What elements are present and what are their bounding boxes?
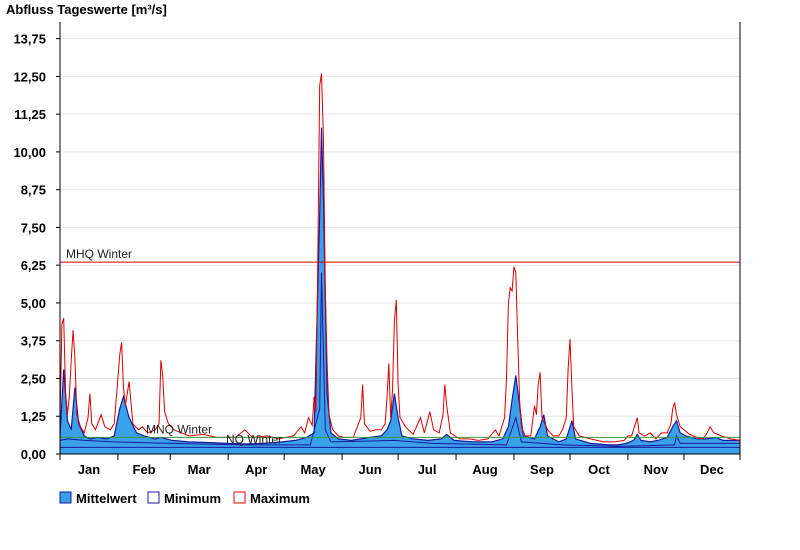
reference-line-label: MHQ Winter	[66, 247, 132, 261]
y-tick-label: 1,25	[21, 409, 46, 424]
y-tick-label: 10,00	[13, 145, 46, 160]
y-tick-label: 0,00	[21, 447, 46, 462]
x-tick-label: Aug	[472, 462, 497, 477]
x-tick-label: Apr	[245, 462, 267, 477]
reference-lines: MHQ Winter MNQ Winter NQ Winter	[60, 247, 740, 448]
legend-label: Mittelwert	[76, 491, 137, 506]
x-tick-label: May	[300, 462, 326, 477]
y-tick-label: 3,75	[21, 334, 46, 349]
legend-swatch	[147, 491, 160, 504]
grid-lines	[60, 38, 740, 417]
y-tick-label: 12,50	[13, 69, 46, 84]
series-minimum-line	[59, 272, 740, 447]
y-tick-label: 2,50	[21, 371, 46, 386]
reference-line-label: MNQ Winter	[146, 422, 212, 436]
plot-area	[59, 73, 741, 454]
x-tick-label: Jul	[418, 462, 437, 477]
series-maximum-line	[59, 73, 741, 443]
x-tick-label: Dec	[700, 462, 724, 477]
y-tick-label: 6,25	[21, 258, 46, 273]
legend-swatch	[59, 491, 72, 504]
reference-line-label: NQ Winter	[226, 432, 282, 446]
legend-swatch	[233, 491, 246, 504]
x-tick-label: Jan	[78, 462, 100, 477]
x-tick-label: Nov	[644, 462, 669, 477]
x-tick-label: Mar	[188, 462, 211, 477]
y-tick-label: 11,25	[14, 107, 46, 122]
x-axis-ticks: Jan Feb Mar Apr May Jun Jul Aug Sep Oct Nov Dec	[59, 454, 741, 477]
legend-label: Minimum	[164, 491, 221, 506]
y-tick-label: 5,00	[21, 296, 46, 311]
series-mittelwert-area	[60, 127, 740, 454]
y-tick-label: 7,50	[21, 220, 46, 235]
series-mittelwert-line	[59, 127, 740, 446]
chart-title: Abfluss Tageswerte [m³/s]	[6, 2, 167, 17]
x-tick-label: Jun	[359, 462, 382, 477]
axes	[59, 22, 741, 455]
y-tick-label: 13,75	[13, 32, 46, 47]
y-tick-label: 8,75	[21, 183, 46, 198]
x-tick-label: Feb	[133, 462, 156, 477]
legend: Mittelwert Minimum Maximum	[59, 491, 310, 506]
legend-label: Maximum	[250, 491, 310, 506]
x-tick-label: Oct	[588, 462, 610, 477]
x-tick-label: Sep	[530, 462, 554, 477]
y-axis-ticks: 0,00 1,25 2,50 3,75 5,00 6,25 7,50 8,75 10,00 11,…	[13, 32, 60, 462]
